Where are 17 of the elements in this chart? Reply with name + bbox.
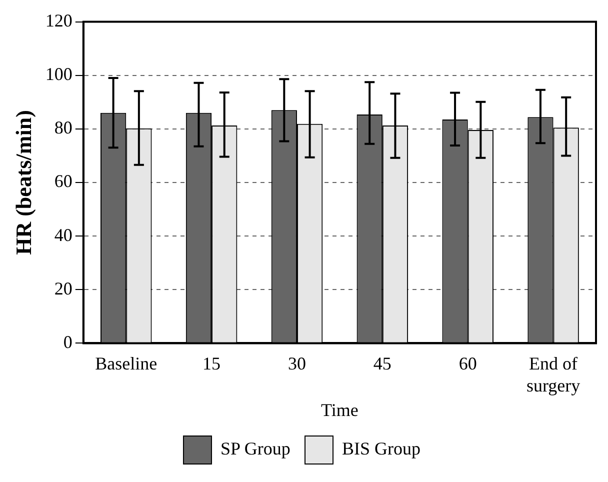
legend-label: SP Group — [220, 438, 290, 459]
x-tick-label: 30 — [288, 354, 306, 374]
x-tick-label: End of surgery — [526, 354, 580, 396]
y-tick-label: 0 — [63, 332, 72, 352]
y-tick-label: 60 — [54, 171, 72, 192]
x-tick-label: 60 — [458, 354, 477, 374]
y-tick-label: 80 — [54, 118, 72, 138]
x-tick-label: 45 — [373, 354, 392, 374]
y-tick-label: 120 — [45, 10, 72, 31]
legend-label: BIS Group — [342, 438, 421, 459]
y-tick-label: 100 — [45, 64, 72, 84]
x-tick-label: Baseline — [95, 354, 158, 374]
y-tick-label: 40 — [54, 224, 72, 245]
x-tick-label: 15 — [202, 354, 221, 374]
y-axis-title: HR (beats/min) — [10, 110, 36, 255]
x-axis-title: Time — [321, 400, 358, 420]
y-tick-label: 20 — [54, 278, 72, 298]
